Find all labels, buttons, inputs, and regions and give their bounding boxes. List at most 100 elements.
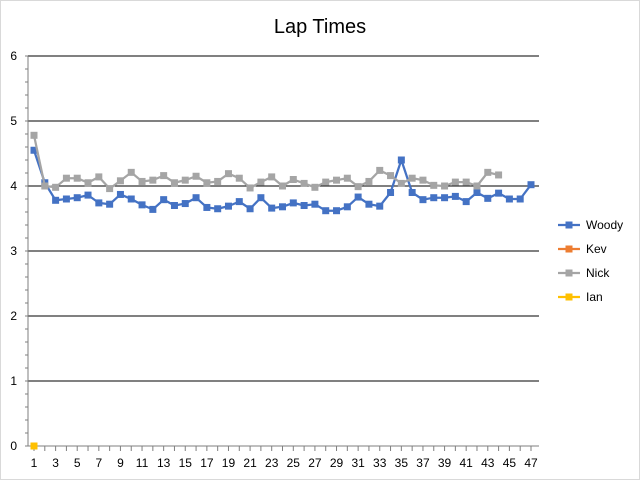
legend-marker-nick bbox=[565, 269, 573, 277]
data-point-woody bbox=[268, 204, 276, 212]
data-point-woody bbox=[300, 202, 308, 209]
data-point-woody bbox=[84, 191, 92, 199]
data-point-woody bbox=[203, 203, 211, 211]
legend-label-ian: Ian bbox=[586, 290, 603, 304]
data-point-woody bbox=[484, 194, 492, 202]
data-point-woody bbox=[106, 200, 114, 208]
y-tick-label: 3 bbox=[10, 244, 17, 258]
data-point-woody bbox=[257, 194, 265, 202]
data-point-nick bbox=[203, 179, 211, 187]
data-point-woody bbox=[354, 193, 362, 201]
x-tick-label: 19 bbox=[222, 456, 236, 470]
data-point-nick bbox=[224, 170, 232, 178]
data-point-woody bbox=[376, 202, 384, 210]
legend-label-kev: Kev bbox=[586, 242, 607, 256]
data-point-nick bbox=[387, 172, 395, 180]
data-point-nick bbox=[343, 174, 351, 182]
data-point-woody bbox=[30, 146, 38, 154]
data-point-woody bbox=[408, 189, 416, 196]
legend-label-woody: Woody bbox=[586, 218, 623, 232]
data-point-nick bbox=[52, 183, 60, 191]
data-point-woody bbox=[62, 195, 70, 203]
x-tick-label: 15 bbox=[179, 456, 193, 470]
x-tick-label: 39 bbox=[438, 456, 452, 470]
data-point-woody bbox=[387, 189, 395, 196]
x-tick-label: 7 bbox=[95, 456, 102, 470]
data-point-nick bbox=[495, 171, 503, 179]
data-point-nick bbox=[419, 176, 427, 184]
y-tick-label: 2 bbox=[10, 309, 17, 323]
data-point-nick bbox=[181, 176, 189, 184]
data-point-woody bbox=[333, 207, 341, 215]
data-point-nick bbox=[365, 177, 373, 185]
data-point-woody bbox=[235, 198, 243, 206]
x-tick-label: 43 bbox=[481, 456, 495, 470]
data-point-nick bbox=[268, 173, 276, 181]
x-tick-label: 27 bbox=[308, 456, 322, 470]
data-point-nick bbox=[41, 182, 49, 190]
data-point-nick bbox=[462, 178, 470, 186]
data-point-woody bbox=[73, 194, 81, 202]
data-point-woody bbox=[451, 192, 459, 200]
data-point-woody bbox=[311, 200, 319, 208]
data-point-woody bbox=[365, 200, 373, 208]
data-point-nick bbox=[279, 182, 286, 190]
series-line-nick bbox=[32, 135, 499, 190]
x-tick-label: 23 bbox=[265, 456, 279, 470]
data-point-nick bbox=[354, 183, 362, 191]
data-point-woody bbox=[95, 199, 103, 207]
data-point-nick bbox=[192, 172, 200, 180]
data-point-woody bbox=[430, 194, 438, 202]
legend-marker-kev bbox=[565, 245, 573, 253]
data-point-nick bbox=[95, 173, 103, 181]
data-point-nick bbox=[62, 174, 70, 182]
x-tick-label: 21 bbox=[243, 456, 257, 470]
data-point-woody bbox=[214, 205, 222, 213]
data-point-nick bbox=[311, 183, 319, 191]
data-point-nick bbox=[451, 178, 459, 186]
x-tick-label: 11 bbox=[136, 456, 149, 470]
data-point-woody bbox=[192, 194, 200, 202]
y-tick-label: 4 bbox=[10, 179, 17, 193]
data-point-nick bbox=[257, 178, 265, 186]
data-point-woody bbox=[322, 207, 330, 215]
data-point-nick bbox=[333, 176, 341, 184]
legend-marker-woody bbox=[565, 221, 573, 229]
data-point-nick bbox=[322, 178, 330, 186]
data-point-nick bbox=[116, 177, 124, 185]
x-tick-label: 35 bbox=[395, 456, 409, 470]
data-point-nick bbox=[430, 181, 438, 189]
data-point-woody bbox=[127, 195, 135, 203]
legend: Woody Kev Nick Ian bbox=[558, 218, 623, 304]
x-tick-label: 29 bbox=[330, 456, 344, 470]
data-point-nick bbox=[73, 174, 81, 182]
data-point-woody bbox=[441, 194, 449, 202]
legend-label-nick: Nick bbox=[586, 266, 610, 280]
chart-title: Lap Times bbox=[274, 16, 366, 38]
data-point-woody bbox=[527, 181, 535, 189]
data-point-woody bbox=[419, 196, 427, 204]
y-tick-label: 6 bbox=[10, 49, 17, 63]
x-tick-label: 1 bbox=[31, 456, 38, 470]
data-point-nick bbox=[246, 184, 254, 192]
x-tick-label: 47 bbox=[524, 456, 538, 470]
x-tick-label: 13 bbox=[157, 456, 171, 470]
data-point-nick bbox=[84, 179, 92, 187]
data-point-woody bbox=[505, 195, 513, 203]
y-tick-label: 5 bbox=[10, 114, 17, 128]
data-point-woody bbox=[52, 196, 60, 204]
data-point-nick bbox=[300, 179, 308, 187]
data-point-nick bbox=[127, 168, 135, 176]
legend-marker-ian bbox=[565, 293, 573, 301]
x-tick-label: 25 bbox=[287, 456, 301, 470]
data-point-woody bbox=[397, 156, 405, 164]
data-point-nick bbox=[235, 174, 243, 182]
data-point-nick bbox=[106, 185, 114, 193]
x-tick-label: 33 bbox=[373, 456, 387, 470]
data-point-nick bbox=[160, 172, 168, 180]
x-tick-label: 31 bbox=[351, 456, 365, 470]
x-tick-label: 9 bbox=[117, 456, 124, 470]
data-point-nick bbox=[149, 176, 157, 184]
